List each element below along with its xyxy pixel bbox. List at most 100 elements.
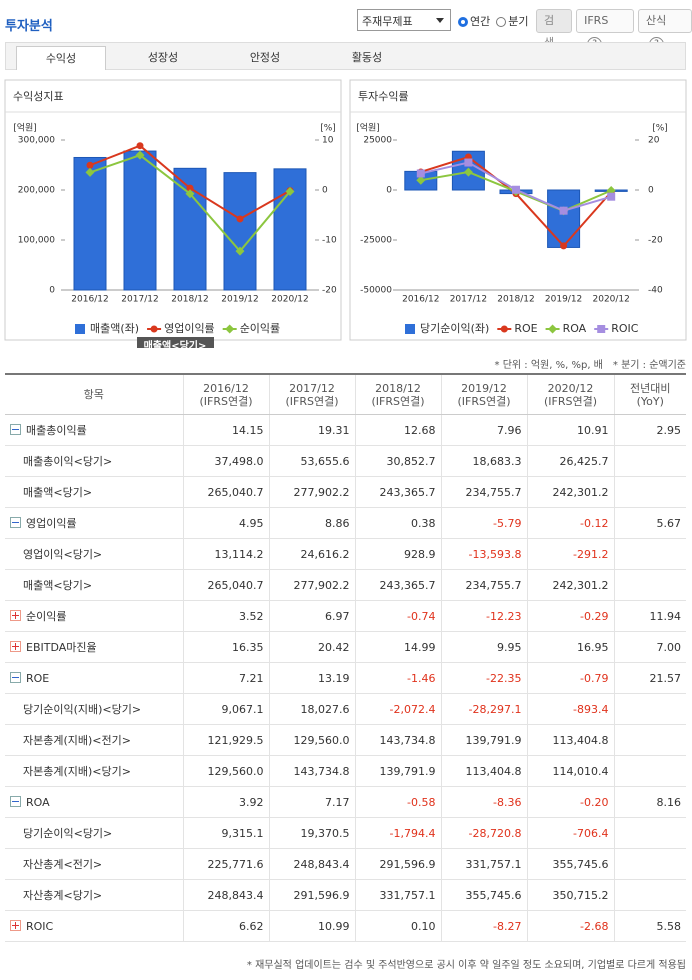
yoy-cell xyxy=(613,879,686,911)
tab[interactable]: 수익성 xyxy=(16,46,106,70)
table-cell: 8.86 xyxy=(268,507,355,539)
table-cell: 291,596.9 xyxy=(268,879,355,911)
table-row: 영업이익<당기> 13,114.2 24,616.2 928.9 -13,593.8 -2… xyxy=(5,538,686,570)
table-cell: 7.96 xyxy=(440,414,527,446)
table-cell: 0.38 xyxy=(354,507,441,539)
row-toggle[interactable] xyxy=(10,919,21,931)
table-cell: -2,072.4 xyxy=(354,693,441,725)
table-cell: 225,771.6 xyxy=(182,848,269,880)
radio-option[interactable]: 연간 xyxy=(458,13,490,29)
row-toggle[interactable] xyxy=(10,610,21,621)
table-cell: 129,560.0 xyxy=(182,755,269,787)
table-cell: 234,755.7 xyxy=(440,476,527,508)
button[interactable]: 산식? xyxy=(638,9,692,52)
line-marker xyxy=(235,246,245,256)
row-toggle[interactable] xyxy=(10,671,21,683)
column-header-line: (IFRS연결) xyxy=(285,394,339,408)
yoy-cell: 8.16 xyxy=(613,786,686,818)
legend-marker xyxy=(597,325,606,333)
table-cell: 20.42 xyxy=(268,631,355,663)
table-cell: 7.17 xyxy=(268,786,355,818)
button[interactable]: 검색 xyxy=(536,9,573,49)
radio-option[interactable]: 분기 xyxy=(496,13,529,29)
table-cell: -0.12 xyxy=(526,507,614,539)
table-row: ROIC 6.62 10.99 0.10 -8.27 -2.68 5.58 xyxy=(5,910,686,942)
table-cell: 350,715.2 xyxy=(526,879,614,911)
row-label: 매출액<당기> xyxy=(23,486,93,499)
period-radios: 연간 분기 xyxy=(458,13,529,29)
table-cell: 3.52 xyxy=(182,600,269,632)
table-cell: 37,498.0 xyxy=(182,445,269,477)
column-header-line: (IFRS연결) xyxy=(371,394,425,408)
charts: 수익성지표 [억원] [%] 0 100,000 200,000 300,000 -20 -10… xyxy=(4,79,687,348)
buttons: 검색IFRS?산식? xyxy=(536,9,692,52)
tab[interactable]: 성장성 xyxy=(147,51,179,64)
line-marker xyxy=(416,169,425,178)
line-marker xyxy=(285,186,295,196)
tab[interactable]: 활동성 xyxy=(351,51,383,64)
row-toggle[interactable] xyxy=(10,641,21,652)
column-header-line: 2016/12 xyxy=(203,381,249,395)
table-cell: 355,745.6 xyxy=(440,879,527,911)
x-tick-label: 2020/12 xyxy=(593,295,630,305)
radio-button[interactable] xyxy=(458,17,468,27)
y2-tick-label: -20 xyxy=(648,236,663,246)
line-marker xyxy=(186,184,194,192)
y-tick-label: 0 xyxy=(386,186,392,196)
table-cell: 9,315.1 xyxy=(182,817,269,849)
column-header-line: (IFRS연결) xyxy=(457,394,511,408)
table-cell: 277,902.2 xyxy=(268,476,355,508)
table-row: 당기순이익(지배)<당기> 9,067.1 18,027.6 -2,072.4 -28,… xyxy=(5,693,686,725)
row-label: 자산총계<전기> xyxy=(23,858,103,871)
table-cell: 13.19 xyxy=(268,662,355,694)
row-label-cell: 자산총계<당기> xyxy=(5,879,183,911)
table-cell: 248,843.4 xyxy=(182,879,269,911)
column-header-line: 항목 xyxy=(83,388,104,401)
table-cell: -22.35 xyxy=(440,662,527,694)
yoy-cell xyxy=(613,445,686,477)
row-toggle[interactable] xyxy=(10,424,21,435)
table-cell: -28,720.8 xyxy=(440,817,527,849)
row-label: 순이익률 xyxy=(26,610,67,623)
unit-notes: * 단위 : 억원, %, %p, 배 * 분기 : 순액기준 xyxy=(495,356,686,371)
tab[interactable]: 안정성 xyxy=(249,51,281,64)
yoy-cell xyxy=(613,724,686,756)
table-cell: 139,791.9 xyxy=(440,724,527,756)
footer-note: * 재무실적 업데이트는 검수 및 주석반영으로 공시 이후 약 일주일 정도 … xyxy=(246,960,686,971)
statement-select[interactable]: 주재무제표 xyxy=(357,9,451,31)
row-toggle[interactable] xyxy=(10,795,21,807)
x-tick-label: 2019/12 xyxy=(221,295,258,305)
table-cell: -12.23 xyxy=(440,600,527,632)
bar xyxy=(73,156,107,291)
legend-label: 순이익률 xyxy=(240,322,280,335)
row-label: 자산총계<당기> xyxy=(23,889,103,902)
line-marker xyxy=(185,189,195,199)
table-cell: 14.15 xyxy=(182,414,269,446)
row-label: ROE xyxy=(26,671,50,685)
table-row: 당기순이익<당기> 9,315.1 19,370.5 -1,794.4 -28,720.… xyxy=(5,817,686,849)
legend-label: ROA xyxy=(563,322,587,335)
table-row: 영업이익률 4.95 8.86 0.38 -5.79 -0.12 5.67 xyxy=(5,507,686,539)
yoy-cell: 7.00 xyxy=(613,631,686,663)
table-cell: -706.4 xyxy=(526,817,614,849)
row-label-cell: 자본총계(지배)<전기> xyxy=(5,724,183,756)
legend-label: 영업이익률 xyxy=(164,322,215,335)
row-label-cell: 자산총계<전기> xyxy=(5,848,183,880)
y-tick-label: 300,000 xyxy=(18,136,55,146)
button[interactable]: IFRS? xyxy=(576,9,635,52)
y2-tick-label: -40 xyxy=(648,286,663,296)
row-toggle[interactable] xyxy=(10,517,21,528)
chart-panel xyxy=(349,79,687,341)
legend-label: 매출액(좌) xyxy=(90,322,139,335)
radio-button[interactable] xyxy=(496,17,507,27)
row-label: ROIC xyxy=(26,919,54,933)
button-label: IFRS xyxy=(584,14,609,27)
table-row: EBITDA마진율 16.35 20.42 14.99 9.95 16.95 7.00 xyxy=(5,631,686,663)
table-cell: 139,791.9 xyxy=(354,755,441,787)
row-label: 당기순이익(지배)<당기> xyxy=(23,703,142,716)
table-cell: 265,040.7 xyxy=(182,569,269,601)
table-row: 매출총이익<당기> 37,498.0 53,655.6 30,852.7 18,683.… xyxy=(5,445,686,477)
table-cell: 291,596.9 xyxy=(354,848,441,880)
radio-label: 연간 xyxy=(470,15,491,28)
line-marker xyxy=(559,206,568,215)
